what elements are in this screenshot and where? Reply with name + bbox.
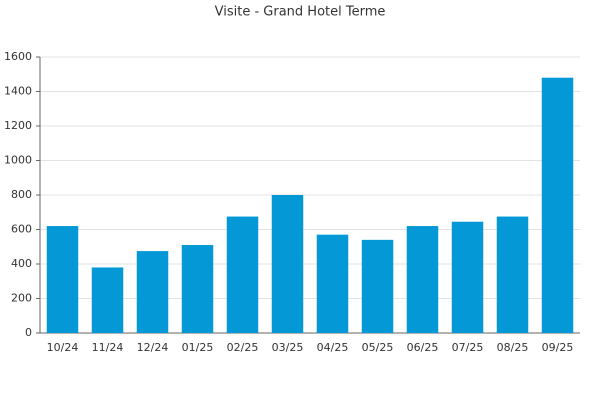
y-tick-label: 1600: [4, 50, 32, 63]
x-tick-label: 04/25: [317, 341, 349, 354]
bar: [316, 234, 349, 333]
y-tick-label: 1000: [4, 154, 32, 167]
x-tick-label: 12/24: [137, 341, 169, 354]
y-tick-label: 1400: [4, 85, 32, 98]
bar: [541, 77, 574, 333]
x-tick-label: 06/25: [407, 341, 439, 354]
x-tick-label: 03/25: [272, 341, 304, 354]
x-tick-label: 09/25: [542, 341, 574, 354]
bar: [451, 221, 484, 333]
y-tick-label: 200: [11, 292, 32, 305]
x-tick-label: 05/25: [362, 341, 394, 354]
bar: [496, 216, 529, 333]
x-tick-label: 11/24: [92, 341, 124, 354]
y-tick-label: 0: [25, 326, 32, 339]
bar: [136, 251, 169, 333]
bar: [361, 239, 394, 333]
x-tick-label: 08/25: [497, 341, 529, 354]
y-tick-label: 600: [11, 223, 32, 236]
bar: [46, 226, 79, 333]
chart-title: Visite - Grand Hotel Terme: [215, 5, 386, 20]
bar: [91, 267, 124, 333]
x-tick-label: 02/25: [227, 341, 259, 354]
x-tick-label: 10/24: [47, 341, 79, 354]
bar: [181, 245, 214, 333]
x-tick-label: 07/25: [452, 341, 484, 354]
bar: [271, 195, 304, 333]
y-tick-label: 800: [11, 188, 32, 201]
x-tick-label: 01/25: [182, 341, 214, 354]
y-tick-label: 400: [11, 257, 32, 270]
bar: [226, 216, 259, 333]
bar: [406, 226, 439, 333]
y-tick-label: 1200: [4, 119, 32, 132]
